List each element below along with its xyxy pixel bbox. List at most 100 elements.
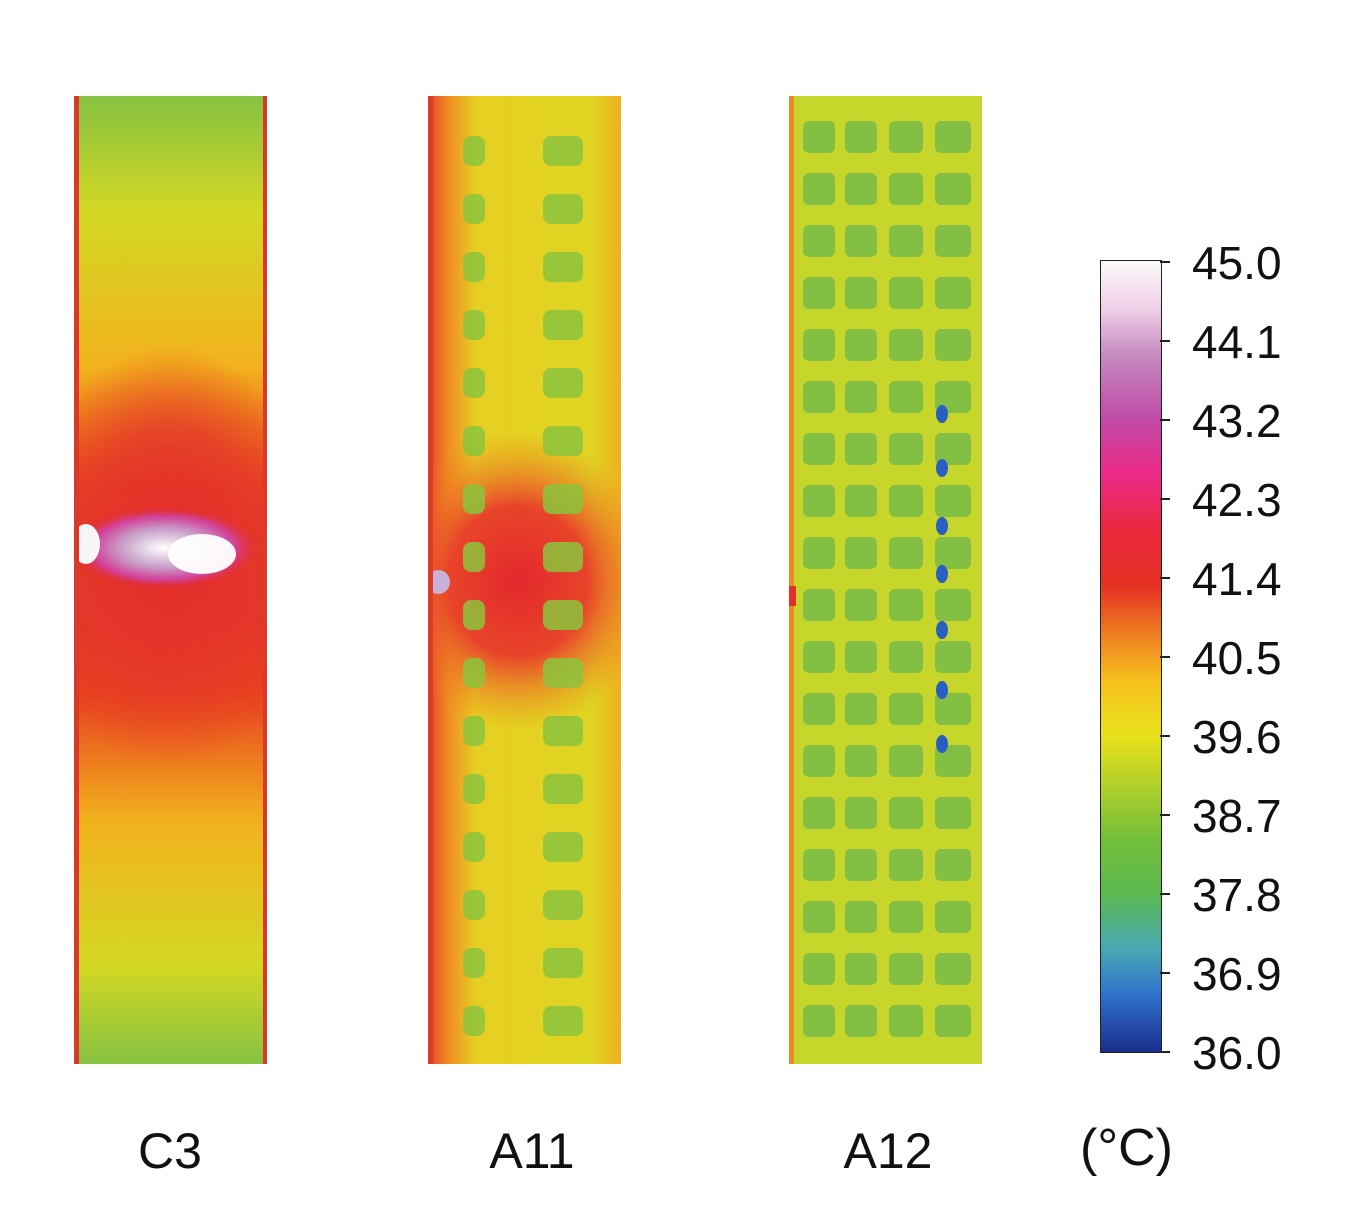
cell-pattern [845, 589, 877, 621]
cell-pattern [845, 953, 877, 985]
cell-pattern [935, 329, 971, 361]
cell-pattern [543, 484, 583, 514]
cell-pattern [803, 225, 835, 257]
cell-pattern [543, 716, 583, 746]
panel-label-a11: A11 [489, 1123, 575, 1179]
colorbar-tick-label: 41.4 [1192, 553, 1282, 605]
cell-pattern [889, 121, 923, 153]
colorbar-tick [1160, 735, 1170, 737]
cell-pattern [889, 1005, 923, 1037]
cell-pattern [845, 329, 877, 361]
cell-pattern [845, 797, 877, 829]
temperature-map-a12 [789, 96, 982, 1064]
cell-pattern [543, 136, 583, 166]
cell-pattern [845, 693, 877, 725]
cell-pattern [935, 121, 971, 153]
cell-pattern [845, 381, 877, 413]
cell-pattern [935, 797, 971, 829]
cold-spot [936, 459, 948, 477]
cold-spot [936, 565, 948, 583]
cell-pattern [935, 693, 971, 725]
cell-pattern [845, 225, 877, 257]
cell-pattern [543, 948, 583, 978]
colorbar-tick [1160, 814, 1170, 816]
colorbar-tick-label: 44.1 [1192, 316, 1282, 368]
cell-pattern [543, 542, 583, 572]
colorbar-tick-label: 40.5 [1192, 632, 1282, 684]
colorbar-tick [1160, 893, 1170, 895]
colorbar-tick [1160, 656, 1170, 658]
cell-pattern [463, 890, 485, 920]
cell-pattern [845, 849, 877, 881]
cell-pattern [803, 173, 835, 205]
cell-pattern [889, 381, 923, 413]
cell-pattern [463, 774, 485, 804]
cell-pattern [463, 600, 485, 630]
colorbar-tick-label: 43.2 [1192, 395, 1282, 447]
cell-pattern [543, 658, 583, 688]
cell-pattern [463, 194, 485, 224]
cell-pattern [463, 136, 485, 166]
cell-pattern [935, 173, 971, 205]
cell-pattern [935, 225, 971, 257]
cold-spot [936, 735, 948, 753]
cell-pattern [889, 537, 923, 569]
colorbar-tick-label: 38.7 [1192, 790, 1282, 842]
cell-pattern [845, 1005, 877, 1037]
colorbar-tick [1160, 261, 1170, 263]
cold-spot [936, 517, 948, 535]
cell-pattern [935, 641, 971, 673]
cell-pattern [803, 277, 835, 309]
colorbar-tick-label: 36.0 [1192, 1027, 1282, 1079]
cell-pattern [803, 641, 835, 673]
cell-pattern [463, 716, 485, 746]
cell-pattern [543, 426, 583, 456]
cold-spot [936, 405, 948, 423]
cell-pattern [889, 589, 923, 621]
colorbar-tick [1160, 340, 1170, 342]
cell-pattern [889, 173, 923, 205]
cell-pattern [803, 589, 835, 621]
cell-pattern [845, 173, 877, 205]
colorbar-tick [1160, 577, 1170, 579]
colorbar-tick-label: 39.6 [1192, 711, 1282, 763]
cell-pattern [463, 658, 485, 688]
cell-pattern [889, 433, 923, 465]
cell-pattern [803, 537, 835, 569]
cell-pattern [935, 901, 971, 933]
cell-pattern [889, 745, 923, 777]
temperature-map-c3 [74, 96, 267, 1064]
cell-pattern [803, 381, 835, 413]
cell-pattern [935, 1005, 971, 1037]
cold-spot [936, 681, 948, 699]
cell-pattern [889, 329, 923, 361]
cell-pattern [463, 252, 485, 282]
cell-pattern [463, 426, 485, 456]
cell-pattern [889, 277, 923, 309]
temperature-colorbar [1100, 260, 1162, 1053]
cell-pattern [889, 485, 923, 517]
colorbar-tick [1160, 972, 1170, 974]
cell-pattern [803, 433, 835, 465]
cell-pattern [889, 693, 923, 725]
cell-pattern [845, 745, 877, 777]
cell-pattern [803, 745, 835, 777]
cell-pattern [803, 485, 835, 517]
cell-pattern [889, 849, 923, 881]
cell-pattern [803, 693, 835, 725]
cell-pattern [463, 542, 485, 572]
colorbar-tick [1160, 498, 1170, 500]
cell-pattern [543, 832, 583, 862]
cell-pattern [935, 485, 971, 517]
cell-pattern [845, 433, 877, 465]
cell-pattern [803, 121, 835, 153]
cell-pattern [463, 1006, 485, 1036]
panel-label-c3: C3 [138, 1123, 202, 1179]
cell-pattern [845, 485, 877, 517]
cell-pattern [463, 368, 485, 398]
cell-pattern [935, 381, 971, 413]
cell-pattern [889, 953, 923, 985]
unit-label: (°C) [1080, 1119, 1173, 1177]
cell-pattern [463, 484, 485, 514]
cell-pattern [803, 953, 835, 985]
